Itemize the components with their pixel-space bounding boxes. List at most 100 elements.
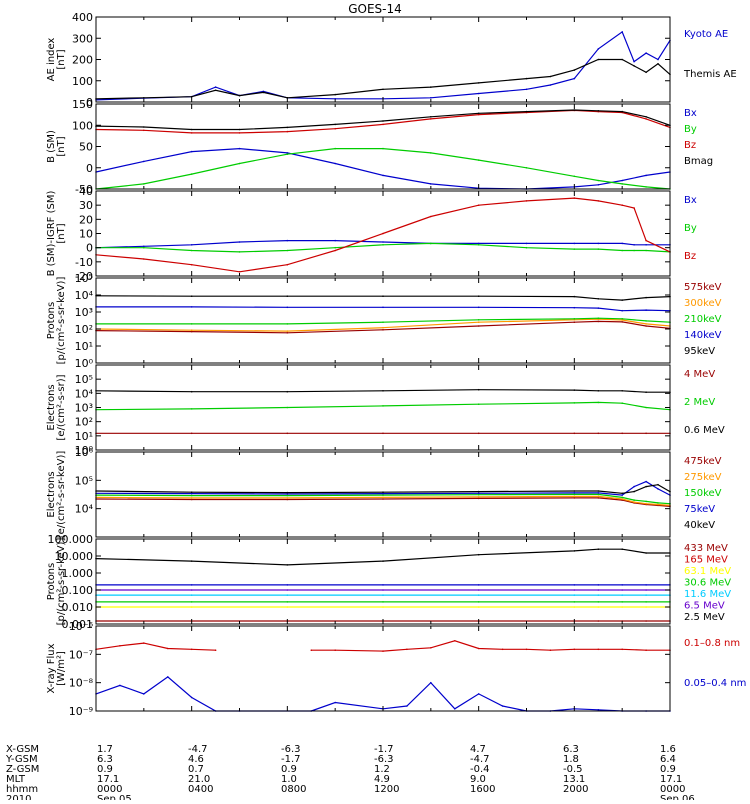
y-tick-label: 0.100 bbox=[62, 584, 94, 597]
data-point bbox=[430, 86, 432, 88]
data-point bbox=[573, 495, 576, 498]
series-protons-mev-3 bbox=[95, 601, 671, 603]
data-point bbox=[477, 82, 480, 84]
data-point bbox=[334, 162, 337, 165]
y-axis-label: B (SM)-IGRF (SM) bbox=[46, 191, 57, 277]
data-point bbox=[573, 601, 576, 603]
data-point bbox=[334, 147, 337, 150]
time-row-value: 1.2 bbox=[374, 764, 390, 775]
series-bsmigrf-1 bbox=[95, 242, 671, 253]
data-point bbox=[167, 647, 169, 650]
data-point bbox=[190, 295, 193, 298]
data-point bbox=[334, 93, 337, 96]
data-point bbox=[573, 109, 576, 111]
y-tick-label: 400 bbox=[72, 11, 93, 24]
legend-entry: 150keV bbox=[684, 488, 722, 499]
data-point bbox=[382, 584, 384, 586]
y-tick-label: 0.001 bbox=[62, 618, 94, 631]
data-point bbox=[286, 249, 289, 252]
data-point bbox=[190, 560, 193, 562]
y-axis-label: [W/m²] bbox=[56, 651, 67, 686]
data-point bbox=[190, 323, 193, 325]
legend-entry: 4 MeV bbox=[684, 369, 715, 380]
data-point bbox=[645, 71, 647, 74]
y-axis-label: [p/(cm²-s-sr-keV)] bbox=[56, 538, 67, 626]
plot-title: GOES-14 bbox=[348, 2, 402, 16]
data-point bbox=[645, 584, 647, 586]
data-point bbox=[167, 676, 169, 678]
legend-entry: 433 MeV bbox=[684, 543, 728, 554]
data-point bbox=[286, 306, 289, 309]
y-tick-label: 0 bbox=[86, 242, 93, 255]
panel-ae: 0 100 200 300 400 AE index [nT] Kyoto AE Themis … bbox=[46, 11, 737, 109]
data-point bbox=[597, 48, 600, 50]
data-point bbox=[382, 492, 384, 495]
data-point bbox=[286, 493, 289, 495]
y-tick-label: 10.000 bbox=[55, 550, 94, 563]
time-row-label: 2010 bbox=[6, 794, 31, 800]
data-point bbox=[238, 241, 241, 243]
data-point bbox=[238, 132, 241, 134]
data-point bbox=[645, 320, 647, 322]
data-point bbox=[621, 496, 623, 499]
y-tick-label: 10⁵ bbox=[75, 373, 93, 386]
data-point bbox=[621, 319, 623, 321]
data-point bbox=[477, 92, 480, 95]
data-point bbox=[454, 708, 456, 710]
legend-entry: 2 MeV bbox=[684, 397, 715, 408]
data-point bbox=[597, 307, 600, 309]
data-point bbox=[573, 493, 576, 496]
data-point bbox=[477, 490, 480, 493]
panel-frame bbox=[95, 538, 671, 625]
data-point bbox=[382, 120, 384, 122]
data-point bbox=[657, 503, 659, 506]
data-point bbox=[286, 130, 289, 133]
legend-entry: 275keV bbox=[684, 472, 722, 483]
legend-entry: By bbox=[684, 124, 697, 135]
data-point bbox=[621, 321, 623, 323]
data-point bbox=[190, 497, 193, 499]
series-line bbox=[95, 640, 670, 652]
y-tick-label: 100.000 bbox=[48, 533, 94, 546]
y-tick-label: 100 bbox=[72, 75, 93, 88]
data-point bbox=[633, 65, 635, 67]
data-point bbox=[190, 594, 193, 596]
time-row-value: 1600 bbox=[470, 784, 495, 795]
data-point bbox=[190, 330, 193, 333]
legend-entry: 140keV bbox=[684, 330, 722, 341]
data-point bbox=[430, 116, 432, 118]
y-tick-label: -10 bbox=[75, 256, 93, 269]
data-point bbox=[621, 432, 623, 435]
data-point bbox=[477, 601, 480, 603]
data-point bbox=[597, 184, 600, 186]
data-point bbox=[573, 550, 576, 552]
time-row-label: Y-GSM bbox=[5, 754, 38, 765]
series-bsmigrf-2 bbox=[95, 197, 671, 273]
data-point bbox=[190, 606, 193, 608]
data-point bbox=[573, 432, 576, 435]
data-point bbox=[190, 601, 193, 603]
data-point bbox=[657, 488, 659, 490]
data-point bbox=[573, 318, 576, 320]
data-point bbox=[621, 309, 623, 312]
data-point bbox=[645, 601, 647, 603]
data-point bbox=[525, 648, 528, 651]
data-point bbox=[645, 391, 647, 394]
series-protons-mev-2 bbox=[95, 606, 671, 608]
series-line bbox=[95, 148, 671, 190]
panel-protons-mev: 0.001 0.010 0.100 1.000 10.000 100.000 Protons… bbox=[46, 533, 731, 631]
y-tick-label: 0 bbox=[86, 162, 93, 175]
time-row-value: 0.9 bbox=[281, 764, 297, 775]
legend-entry: Bmag bbox=[684, 156, 713, 167]
time-row-label: X-GSM bbox=[6, 744, 39, 755]
series-protons-mev-5 bbox=[95, 589, 671, 591]
data-point bbox=[477, 589, 480, 591]
series-electrons-mev-1 bbox=[95, 401, 671, 411]
data-point bbox=[645, 406, 647, 409]
data-point bbox=[143, 245, 145, 248]
data-point bbox=[645, 116, 647, 118]
data-point bbox=[382, 589, 384, 591]
panel-bsm: -50 0 50 100 150 B (SM) [nT] Bx By Bz Bmag bbox=[46, 98, 713, 196]
y-tick-label: 10² bbox=[75, 323, 93, 336]
